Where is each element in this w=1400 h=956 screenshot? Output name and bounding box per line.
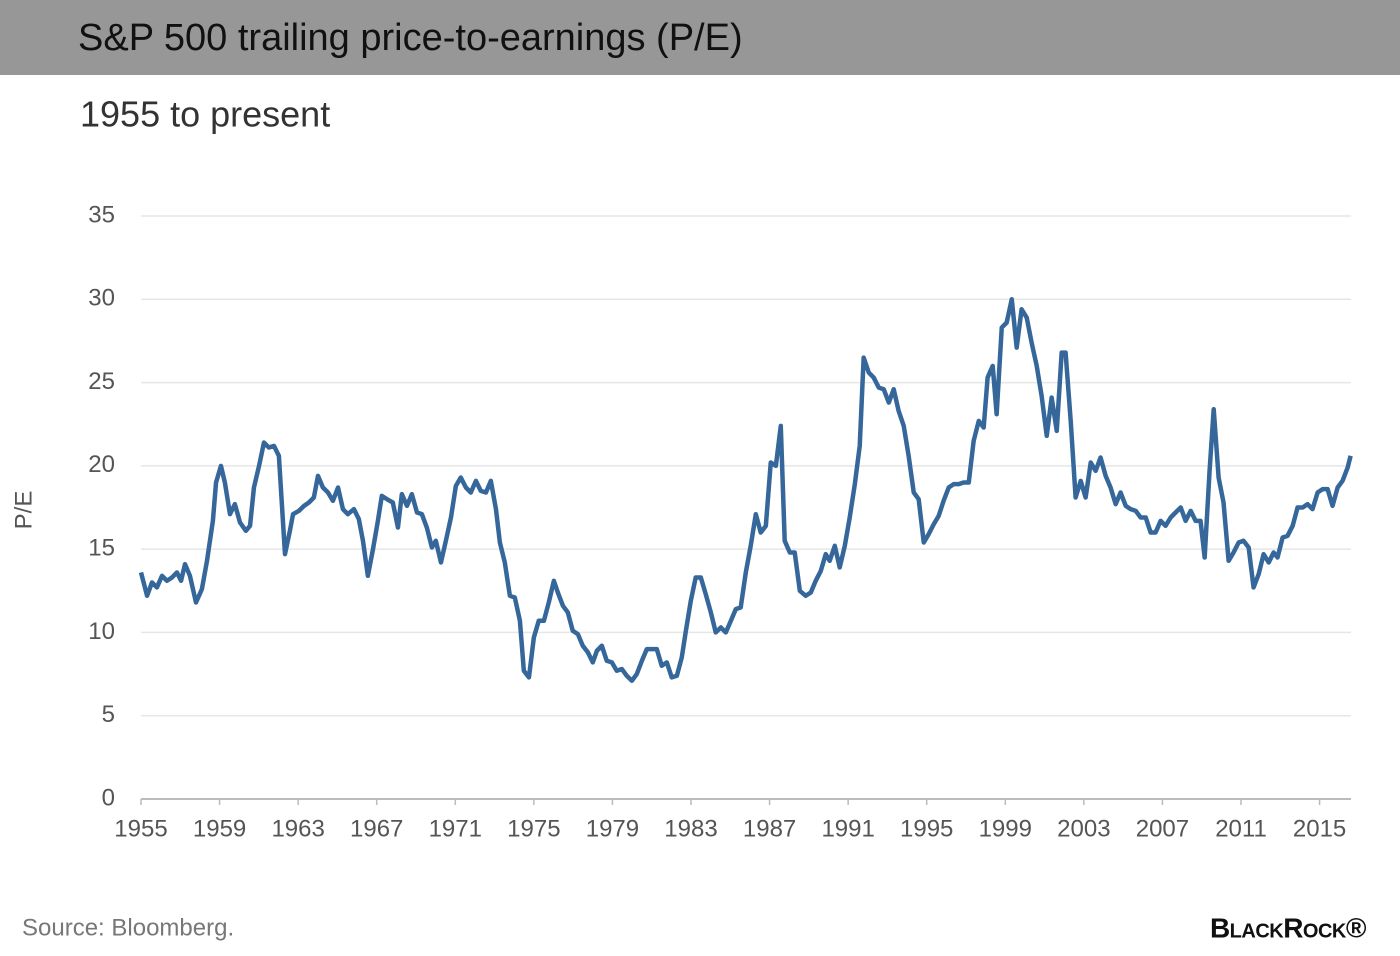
x-tick-label: 1979 xyxy=(586,815,639,842)
x-tick-label: 1971 xyxy=(429,815,482,842)
y-tick-label: 35 xyxy=(88,201,115,228)
x-tick-label: 1999 xyxy=(979,815,1032,842)
x-tick-label: 2003 xyxy=(1057,815,1110,842)
data-line xyxy=(138,297,1353,683)
y-tick-label: 20 xyxy=(88,451,115,478)
y-tick-label: 10 xyxy=(88,618,115,645)
x-tick-label: 1987 xyxy=(743,815,796,842)
chart-title: S&P 500 trailing price-to-earnings (P/E) xyxy=(78,17,743,59)
logo: BlackRock® xyxy=(1210,912,1367,943)
y-tick-label: 15 xyxy=(88,534,115,561)
y-tick-label: 30 xyxy=(88,285,115,312)
chart-subtitle: 1955 to present xyxy=(80,94,330,135)
y-axis-label: P/E xyxy=(10,491,37,530)
x-tick-label: 1995 xyxy=(900,815,953,842)
header-band xyxy=(0,0,1400,75)
x-tick-label: 2011 xyxy=(1215,815,1267,842)
y-tick-label: 25 xyxy=(88,368,115,395)
x-tick-label: 1967 xyxy=(350,815,403,842)
x-tick-label: 1959 xyxy=(193,815,246,842)
x-tick-label: 2015 xyxy=(1293,815,1346,842)
x-tick-label: 1955 xyxy=(114,815,167,842)
source-note: Source: Bloomberg. xyxy=(22,914,234,941)
x-tick-label: 2007 xyxy=(1136,815,1189,842)
x-tick-label: 1975 xyxy=(507,815,560,842)
y-tick-label: 5 xyxy=(102,701,115,728)
x-tick-label: 1963 xyxy=(271,815,324,842)
y-tick-label: 0 xyxy=(102,784,115,811)
x-tick-label: 1991 xyxy=(821,815,874,842)
x-tick-label: 1983 xyxy=(664,815,717,842)
